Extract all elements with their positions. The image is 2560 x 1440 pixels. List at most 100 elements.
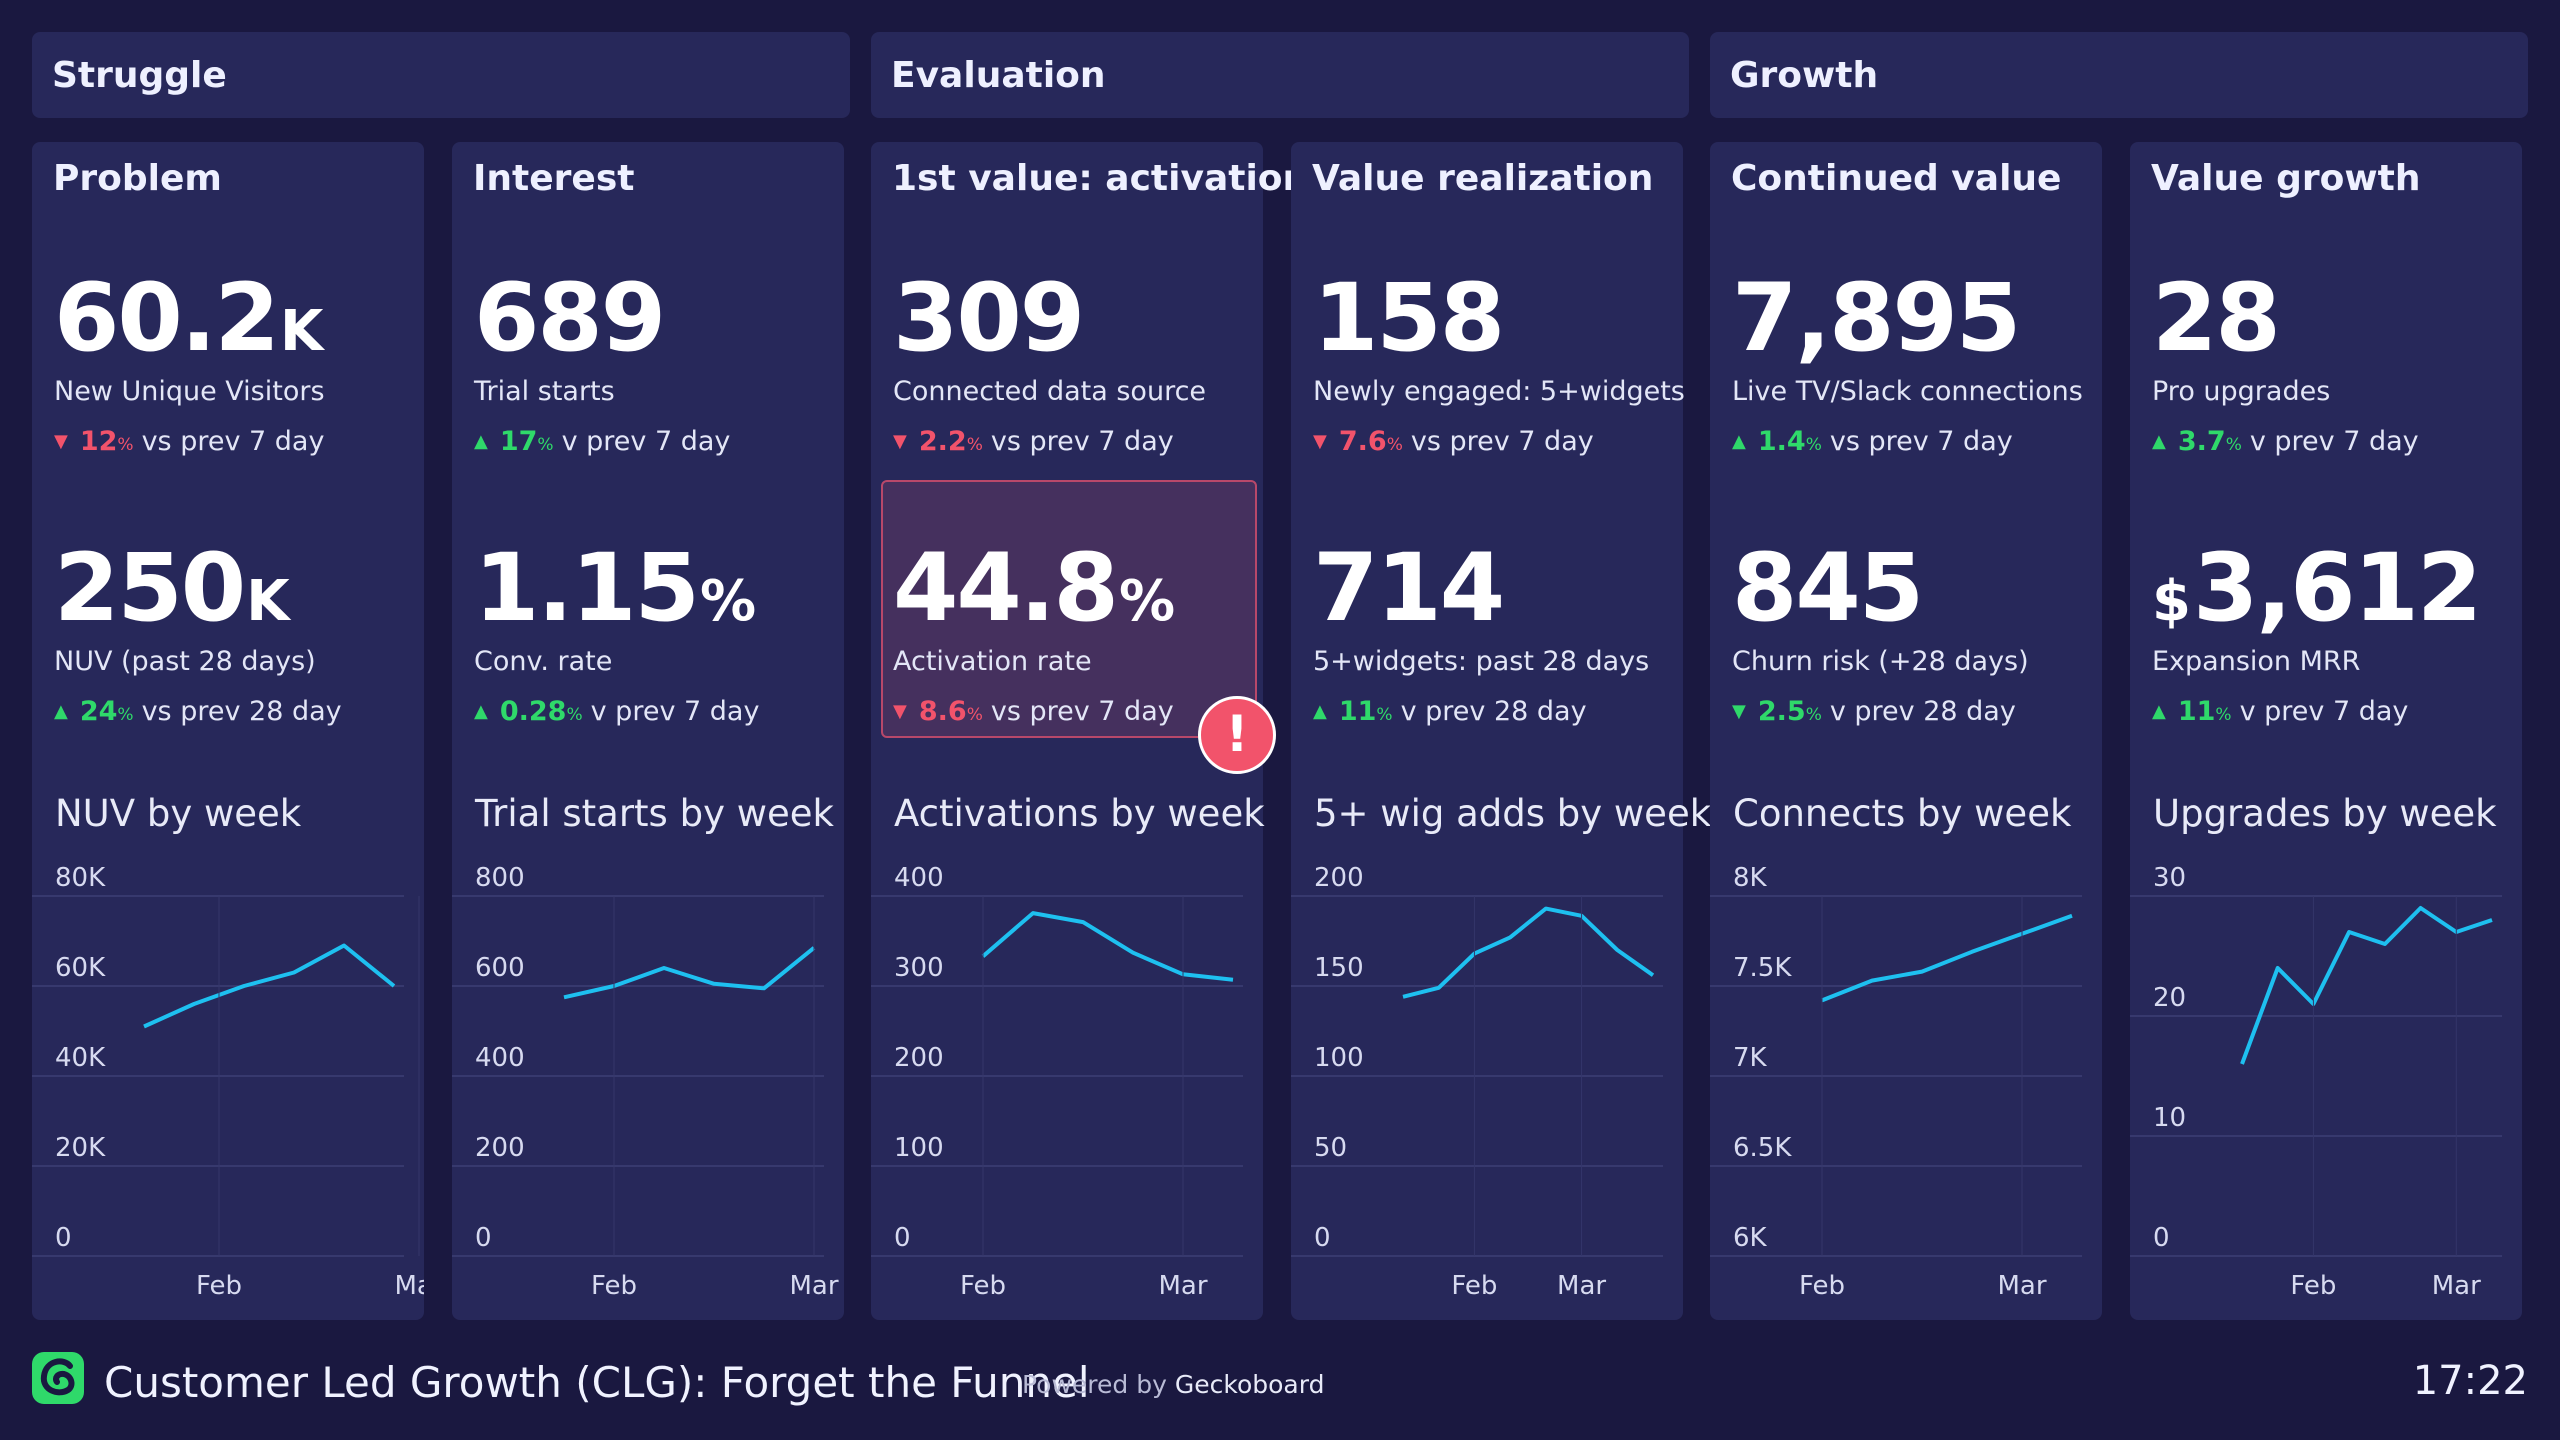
y-tick-label: 100	[1314, 1043, 1364, 1073]
y-tick-label: 800	[475, 863, 525, 893]
metric-delta: ▼ 8.6% vs prev 7 day	[893, 696, 1174, 727]
delta-comparison: vs prev 7 day	[141, 426, 325, 457]
metric-value: 250K	[54, 542, 290, 636]
stage-column: Problem 60.2K New Unique Visitors ▼ 12% vs pr…	[32, 142, 424, 1320]
metric-number: 28	[2152, 264, 2281, 373]
line-chart[interactable]: 0 50 100 150 200 Feb Mar	[1291, 842, 1683, 1302]
x-tick-label: Feb	[2290, 1271, 2336, 1301]
metric-widget[interactable]: $3,612 Expansion MRR ▲ 11% v prev 7 day	[2130, 542, 2522, 802]
delta-comparison: vs prev 7 day	[990, 696, 1174, 727]
metric-delta: ▲ 1.4% vs prev 7 day	[1732, 426, 2013, 457]
metric-widget[interactable]: 60.2K New Unique Visitors ▼ 12% vs prev 7 da…	[32, 272, 424, 532]
metric-widget[interactable]: 44.8% Activation rate ▼ 8.6% vs prev 7 day!	[871, 480, 1276, 802]
line-chart[interactable]: 0 100 200 300 400 Feb Mar	[871, 842, 1263, 1302]
y-tick-label: 150	[1314, 953, 1364, 983]
line-chart[interactable]: 0 20K 40K 60K 80K Feb Mar	[32, 842, 424, 1302]
metric-unit: %	[699, 569, 757, 634]
arrow-up-icon: ▲	[1313, 701, 1327, 722]
group-header-growth: Growth	[1710, 32, 2528, 118]
x-tick-label: Feb	[196, 1271, 242, 1301]
delta-value: 1.4	[1757, 426, 1806, 457]
metric-widget[interactable]: 714 5+widgets: past 28 days ▲ 11% v prev 28 …	[1291, 542, 1683, 802]
metric-label: Connected data source	[893, 376, 1207, 407]
line-series	[2240, 906, 2493, 1065]
metric-label: Activation rate	[893, 646, 1092, 677]
stage-title: Interest	[473, 158, 635, 199]
metric-widget[interactable]: 28 Pro upgrades ▲ 3.7% v prev 7 day	[2130, 272, 2522, 532]
group-header-evaluation: Evaluation	[871, 32, 1689, 118]
delta-comparison: vs prev 7 day	[1829, 426, 2013, 457]
metric-unit: %	[1118, 569, 1176, 634]
metric-label: Newly engaged: 5+widgets	[1313, 376, 1685, 407]
delta-value: 17	[499, 426, 538, 457]
metric-value: 7,895	[1732, 272, 2021, 366]
metric-delta: ▲ 17% v prev 7 day	[474, 426, 730, 457]
y-tick-label: 60K	[55, 953, 106, 983]
y-tick-label: 20K	[55, 1133, 106, 1163]
dashboard-title: Customer Led Growth (CLG): Forget the Fu…	[104, 1358, 1090, 1407]
metric-number: 3,612	[2192, 534, 2482, 643]
y-tick-label: 0	[894, 1223, 911, 1253]
arrow-up-icon: ▲	[2152, 431, 2166, 452]
metric-label: Live TV/Slack connections	[1732, 376, 2083, 407]
alert-icon[interactable]: !	[1198, 696, 1276, 774]
metric-widget[interactable]: 250K NUV (past 28 days) ▲ 24% vs prev 28 day	[32, 542, 424, 802]
y-tick-label: 200	[475, 1133, 525, 1163]
metric-widget[interactable]: 158 Newly engaged: 5+widgets ▼ 7.6% vs prev …	[1291, 272, 1685, 532]
line-series	[1821, 913, 2073, 1003]
group-header-label: Evaluation	[891, 54, 1106, 96]
metric-widget[interactable]: 309 Connected data source ▼ 2.2% vs prev 7 d…	[871, 272, 1263, 532]
delta-percent-sign: %	[1805, 705, 1822, 725]
line-chart[interactable]: 0 10 20 30 Feb Mar	[2130, 842, 2522, 1302]
arrow-up-icon: ▲	[474, 701, 488, 722]
chart-title: Connects by week	[1733, 792, 2072, 835]
metric-widget[interactable]: 7,895 Live TV/Slack connections ▲ 1.4% vs pr…	[1710, 272, 2102, 532]
metric-number: 1.15	[474, 534, 700, 643]
delta-comparison: v prev 7 day	[590, 696, 760, 727]
footer-bar: Customer Led Growth (CLG): Forget the Fu…	[0, 1340, 2560, 1440]
line-chart[interactable]: 6K 6.5K 7K 7.5K 8K Feb Mar	[1710, 842, 2102, 1302]
arrow-up-icon: ▲	[2152, 701, 2166, 722]
line-series	[981, 911, 1234, 982]
delta-percent-sign: %	[1386, 435, 1403, 455]
delta-value: 11	[1338, 696, 1377, 727]
x-tick-label: Mar	[1158, 1271, 1207, 1301]
metric-delta: ▼ 2.5% v prev 28 day	[1732, 696, 2016, 727]
metric-widget[interactable]: 1.15% Conv. rate ▲ 0.28% v prev 7 day	[452, 542, 844, 802]
metric-number: 44.8	[893, 534, 1119, 643]
delta-percent-sign: %	[1376, 705, 1393, 725]
delta-comparison: v prev 7 day	[2239, 696, 2409, 727]
delta-percent-sign: %	[566, 705, 583, 725]
delta-comparison: vs prev 28 day	[141, 696, 342, 727]
stage-title: 1st value: activation	[892, 158, 1309, 199]
metric-widget[interactable]: 845 Churn risk (+28 days) ▼ 2.5% v prev 28 d…	[1710, 542, 2102, 802]
metric-number: 689	[474, 264, 666, 373]
metric-widget[interactable]: 689 Trial starts ▲ 17% v prev 7 day	[452, 272, 844, 532]
stage-title: Value realization	[1312, 158, 1654, 199]
powered-by-brand: Geckoboard	[1174, 1370, 1325, 1399]
delta-value: 8.6	[918, 696, 967, 727]
stage-column: Continued value 7,895 Live TV/Slack connec…	[1710, 142, 2102, 1320]
delta-comparison: v prev 7 day	[2249, 426, 2419, 457]
metric-unit: K	[246, 569, 290, 634]
y-tick-label: 6.5K	[1733, 1133, 1792, 1163]
chart-title: Trial starts by week	[475, 792, 834, 835]
delta-comparison: v prev 7 day	[561, 426, 731, 457]
y-tick-label: 200	[1314, 863, 1364, 893]
group-header-label: Growth	[1730, 54, 1879, 96]
stage-column: Value growth 28 Pro upgrades ▲ 3.7% v prev 7 …	[2130, 142, 2522, 1320]
line-chart[interactable]: 0 200 400 600 800 Feb Mar	[452, 842, 844, 1302]
stage-column: Value realization 158 Newly engaged: 5+wid…	[1291, 142, 1711, 1320]
group-header-label: Struggle	[52, 54, 227, 96]
metric-delta: ▲ 3.7% v prev 7 day	[2152, 426, 2419, 457]
delta-percent-sign: %	[966, 705, 983, 725]
x-tick-label: Mar	[1997, 1271, 2046, 1301]
y-tick-label: 100	[894, 1133, 944, 1163]
chart-title: Activations by week	[894, 792, 1265, 835]
metric-unit: K	[279, 299, 324, 364]
delta-percent-sign: %	[2215, 705, 2232, 725]
alert-highlight	[881, 480, 1257, 738]
y-tick-label: 7K	[1733, 1043, 1768, 1073]
metric-number: 845	[1732, 534, 1924, 643]
line-series	[563, 946, 816, 1000]
